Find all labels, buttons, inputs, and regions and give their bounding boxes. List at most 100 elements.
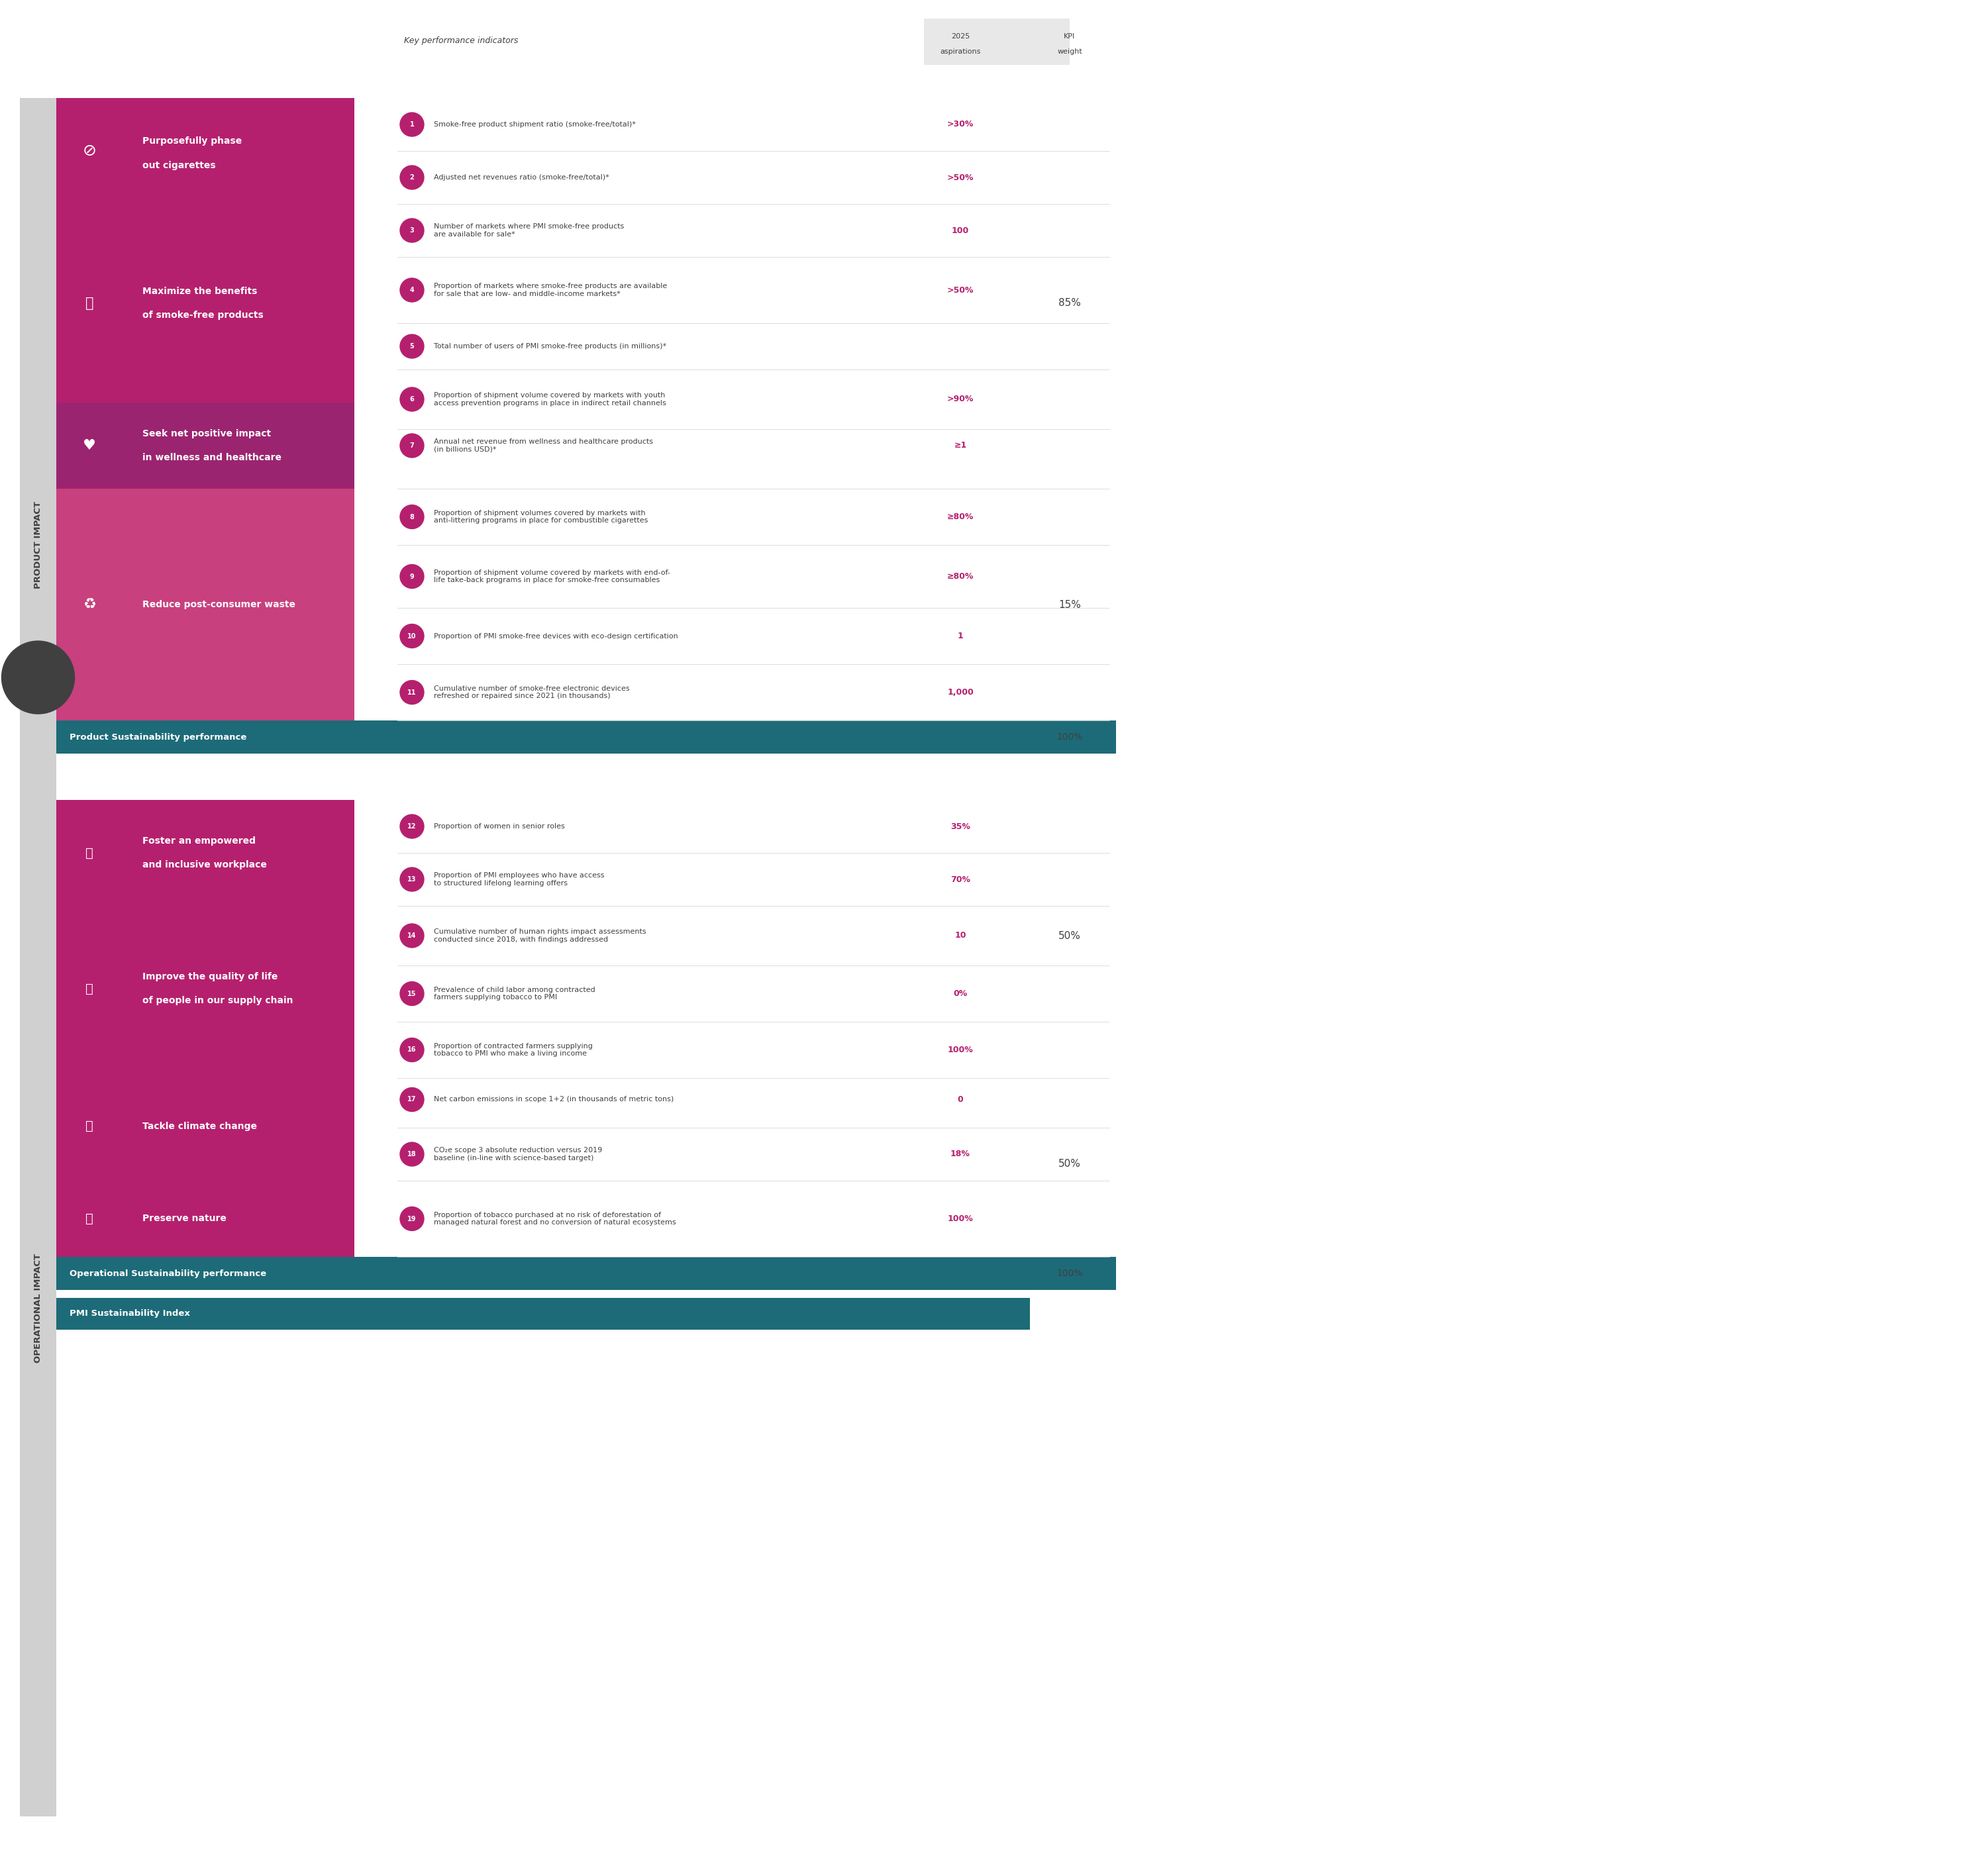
Text: 70%: 70%: [950, 874, 970, 884]
Circle shape: [399, 814, 423, 839]
Text: Tackle climate change: Tackle climate change: [143, 1122, 256, 1131]
Text: Annual net revenue from wellness and healthcare products
(in billions USD)*: Annual net revenue from wellness and hea…: [433, 439, 654, 452]
Circle shape: [399, 923, 423, 947]
Circle shape: [399, 1206, 423, 1231]
Circle shape: [399, 278, 423, 302]
Text: 🌍: 🌍: [85, 1120, 93, 1133]
Bar: [56, 490, 354, 720]
Text: 1: 1: [409, 122, 413, 128]
Bar: [56, 1071, 354, 1180]
Bar: [20, 98, 56, 992]
Text: 0%: 0%: [954, 989, 968, 998]
Text: 11: 11: [407, 688, 417, 696]
Text: Cumulative number of smoke-free electronic devices
refreshed or repaired since 2: Cumulative number of smoke-free electron…: [433, 685, 630, 700]
Text: Seek net positive impact: Seek net positive impact: [143, 430, 270, 439]
Text: 6: 6: [409, 396, 413, 403]
Text: 4: 4: [409, 287, 413, 293]
Circle shape: [399, 505, 423, 529]
Circle shape: [399, 625, 423, 647]
Bar: [924, 19, 1069, 66]
Bar: [56, 403, 354, 490]
Text: 2025: 2025: [952, 34, 970, 39]
Text: Net carbon emissions in scope 1+2 (in thousands of metric tons): Net carbon emissions in scope 1+2 (in th…: [433, 1096, 674, 1103]
Text: 3: 3: [409, 227, 413, 234]
Circle shape: [399, 981, 423, 1006]
Text: 👥: 👥: [85, 846, 93, 859]
Text: Total number of users of PMI smoke-free products (in millions)*: Total number of users of PMI smoke-free …: [433, 343, 666, 349]
Text: aspirations: aspirations: [940, 49, 982, 54]
Bar: [56, 799, 354, 906]
Circle shape: [399, 113, 423, 137]
Text: Improve the quality of life: Improve the quality of life: [143, 972, 278, 981]
Circle shape: [399, 1142, 423, 1167]
Circle shape: [399, 867, 423, 891]
Text: 🧑: 🧑: [85, 983, 93, 994]
Text: ≥80%: ≥80%: [948, 572, 974, 582]
Bar: [56, 906, 354, 1071]
Text: Proportion of PMI smoke-free devices with eco-design certification: Proportion of PMI smoke-free devices wit…: [433, 632, 678, 640]
Circle shape: [399, 1037, 423, 1062]
Text: 1,000: 1,000: [948, 688, 974, 696]
Text: ♻: ♻: [83, 598, 95, 612]
Bar: [56, 1298, 1029, 1330]
Circle shape: [399, 334, 423, 358]
Text: and inclusive workplace: and inclusive workplace: [143, 861, 266, 869]
Text: 100%: 100%: [948, 1045, 974, 1054]
Circle shape: [399, 386, 423, 411]
Text: 19: 19: [407, 1216, 417, 1221]
Circle shape: [399, 218, 423, 242]
Text: 📊: 📊: [85, 296, 93, 310]
Text: 16: 16: [407, 1047, 417, 1052]
Text: Preserve nature: Preserve nature: [143, 1214, 227, 1223]
Text: 100%: 100%: [1057, 1268, 1083, 1278]
Text: Operational Sustainability performance: Operational Sustainability performance: [70, 1268, 266, 1278]
Text: 14: 14: [407, 932, 417, 940]
Text: 35%: 35%: [950, 822, 970, 831]
Text: Key performance indicators: Key performance indicators: [403, 36, 519, 45]
Bar: [56, 204, 354, 403]
Text: Product Sustainability performance: Product Sustainability performance: [70, 734, 246, 741]
Text: 50%: 50%: [1059, 930, 1081, 940]
Text: OPERATIONAL IMPACT: OPERATIONAL IMPACT: [34, 1253, 42, 1362]
Text: 0: 0: [958, 1096, 964, 1103]
Text: Number of markets where PMI smoke-free products
are available for sale*: Number of markets where PMI smoke-free p…: [433, 223, 624, 238]
Text: >50%: >50%: [948, 173, 974, 182]
Text: Proportion of PMI employees who have access
to structured lifelong learning offe: Proportion of PMI employees who have acc…: [433, 872, 604, 887]
Text: 7: 7: [409, 443, 413, 448]
Text: 5: 5: [409, 343, 413, 349]
Bar: [56, 490, 354, 720]
Text: 18%: 18%: [950, 1150, 970, 1159]
Text: 12: 12: [407, 824, 417, 829]
Text: 100: 100: [952, 227, 970, 234]
Text: 8: 8: [409, 514, 413, 520]
Text: Cumulative number of human rights impact assessments
conducted since 2018, with : Cumulative number of human rights impact…: [433, 929, 646, 944]
Circle shape: [2, 642, 76, 715]
Text: of people in our supply chain: of people in our supply chain: [143, 996, 294, 1006]
Text: 15: 15: [407, 991, 417, 996]
Text: PRODUCT IMPACT: PRODUCT IMPACT: [34, 501, 42, 589]
Text: 10: 10: [954, 930, 966, 940]
Circle shape: [399, 681, 423, 704]
Text: 100%: 100%: [1057, 732, 1083, 741]
Text: of smoke-free products: of smoke-free products: [143, 311, 264, 319]
Text: Smoke-free product shipment ratio (smoke-free/total)*: Smoke-free product shipment ratio (smoke…: [433, 122, 636, 128]
Circle shape: [399, 565, 423, 589]
Text: 🌿: 🌿: [85, 1212, 93, 1225]
Text: Purposefully phase: Purposefully phase: [143, 137, 242, 146]
Text: 10: 10: [407, 632, 417, 640]
Text: 13: 13: [407, 876, 417, 884]
Circle shape: [399, 433, 423, 458]
Text: 15%: 15%: [1059, 600, 1081, 610]
Text: Prevalence of child labor among contracted
farmers supplying tobacco to PMI: Prevalence of child labor among contract…: [433, 987, 596, 1000]
Text: Proportion of tobacco purchased at no risk of deforestation of
managed natural f: Proportion of tobacco purchased at no ri…: [433, 1212, 676, 1225]
Bar: [56, 98, 354, 204]
Circle shape: [399, 165, 423, 189]
Text: Proportion of markets where smoke-free products are available
for sale that are : Proportion of markets where smoke-free p…: [433, 283, 668, 296]
Bar: [56, 490, 354, 720]
Text: Proportion of shipment volumes covered by markets with
anti-littering programs i: Proportion of shipment volumes covered b…: [433, 510, 648, 523]
Bar: [56, 1180, 354, 1257]
Text: Proportion of contracted farmers supplying
tobacco to PMI who make a living inco: Proportion of contracted farmers supplyi…: [433, 1043, 592, 1056]
Text: >30%: >30%: [948, 120, 974, 129]
Text: Proportion of shipment volume covered by markets with end-of-
life take-back pro: Proportion of shipment volume covered by…: [433, 568, 670, 583]
Text: Proportion of women in senior roles: Proportion of women in senior roles: [433, 824, 564, 829]
